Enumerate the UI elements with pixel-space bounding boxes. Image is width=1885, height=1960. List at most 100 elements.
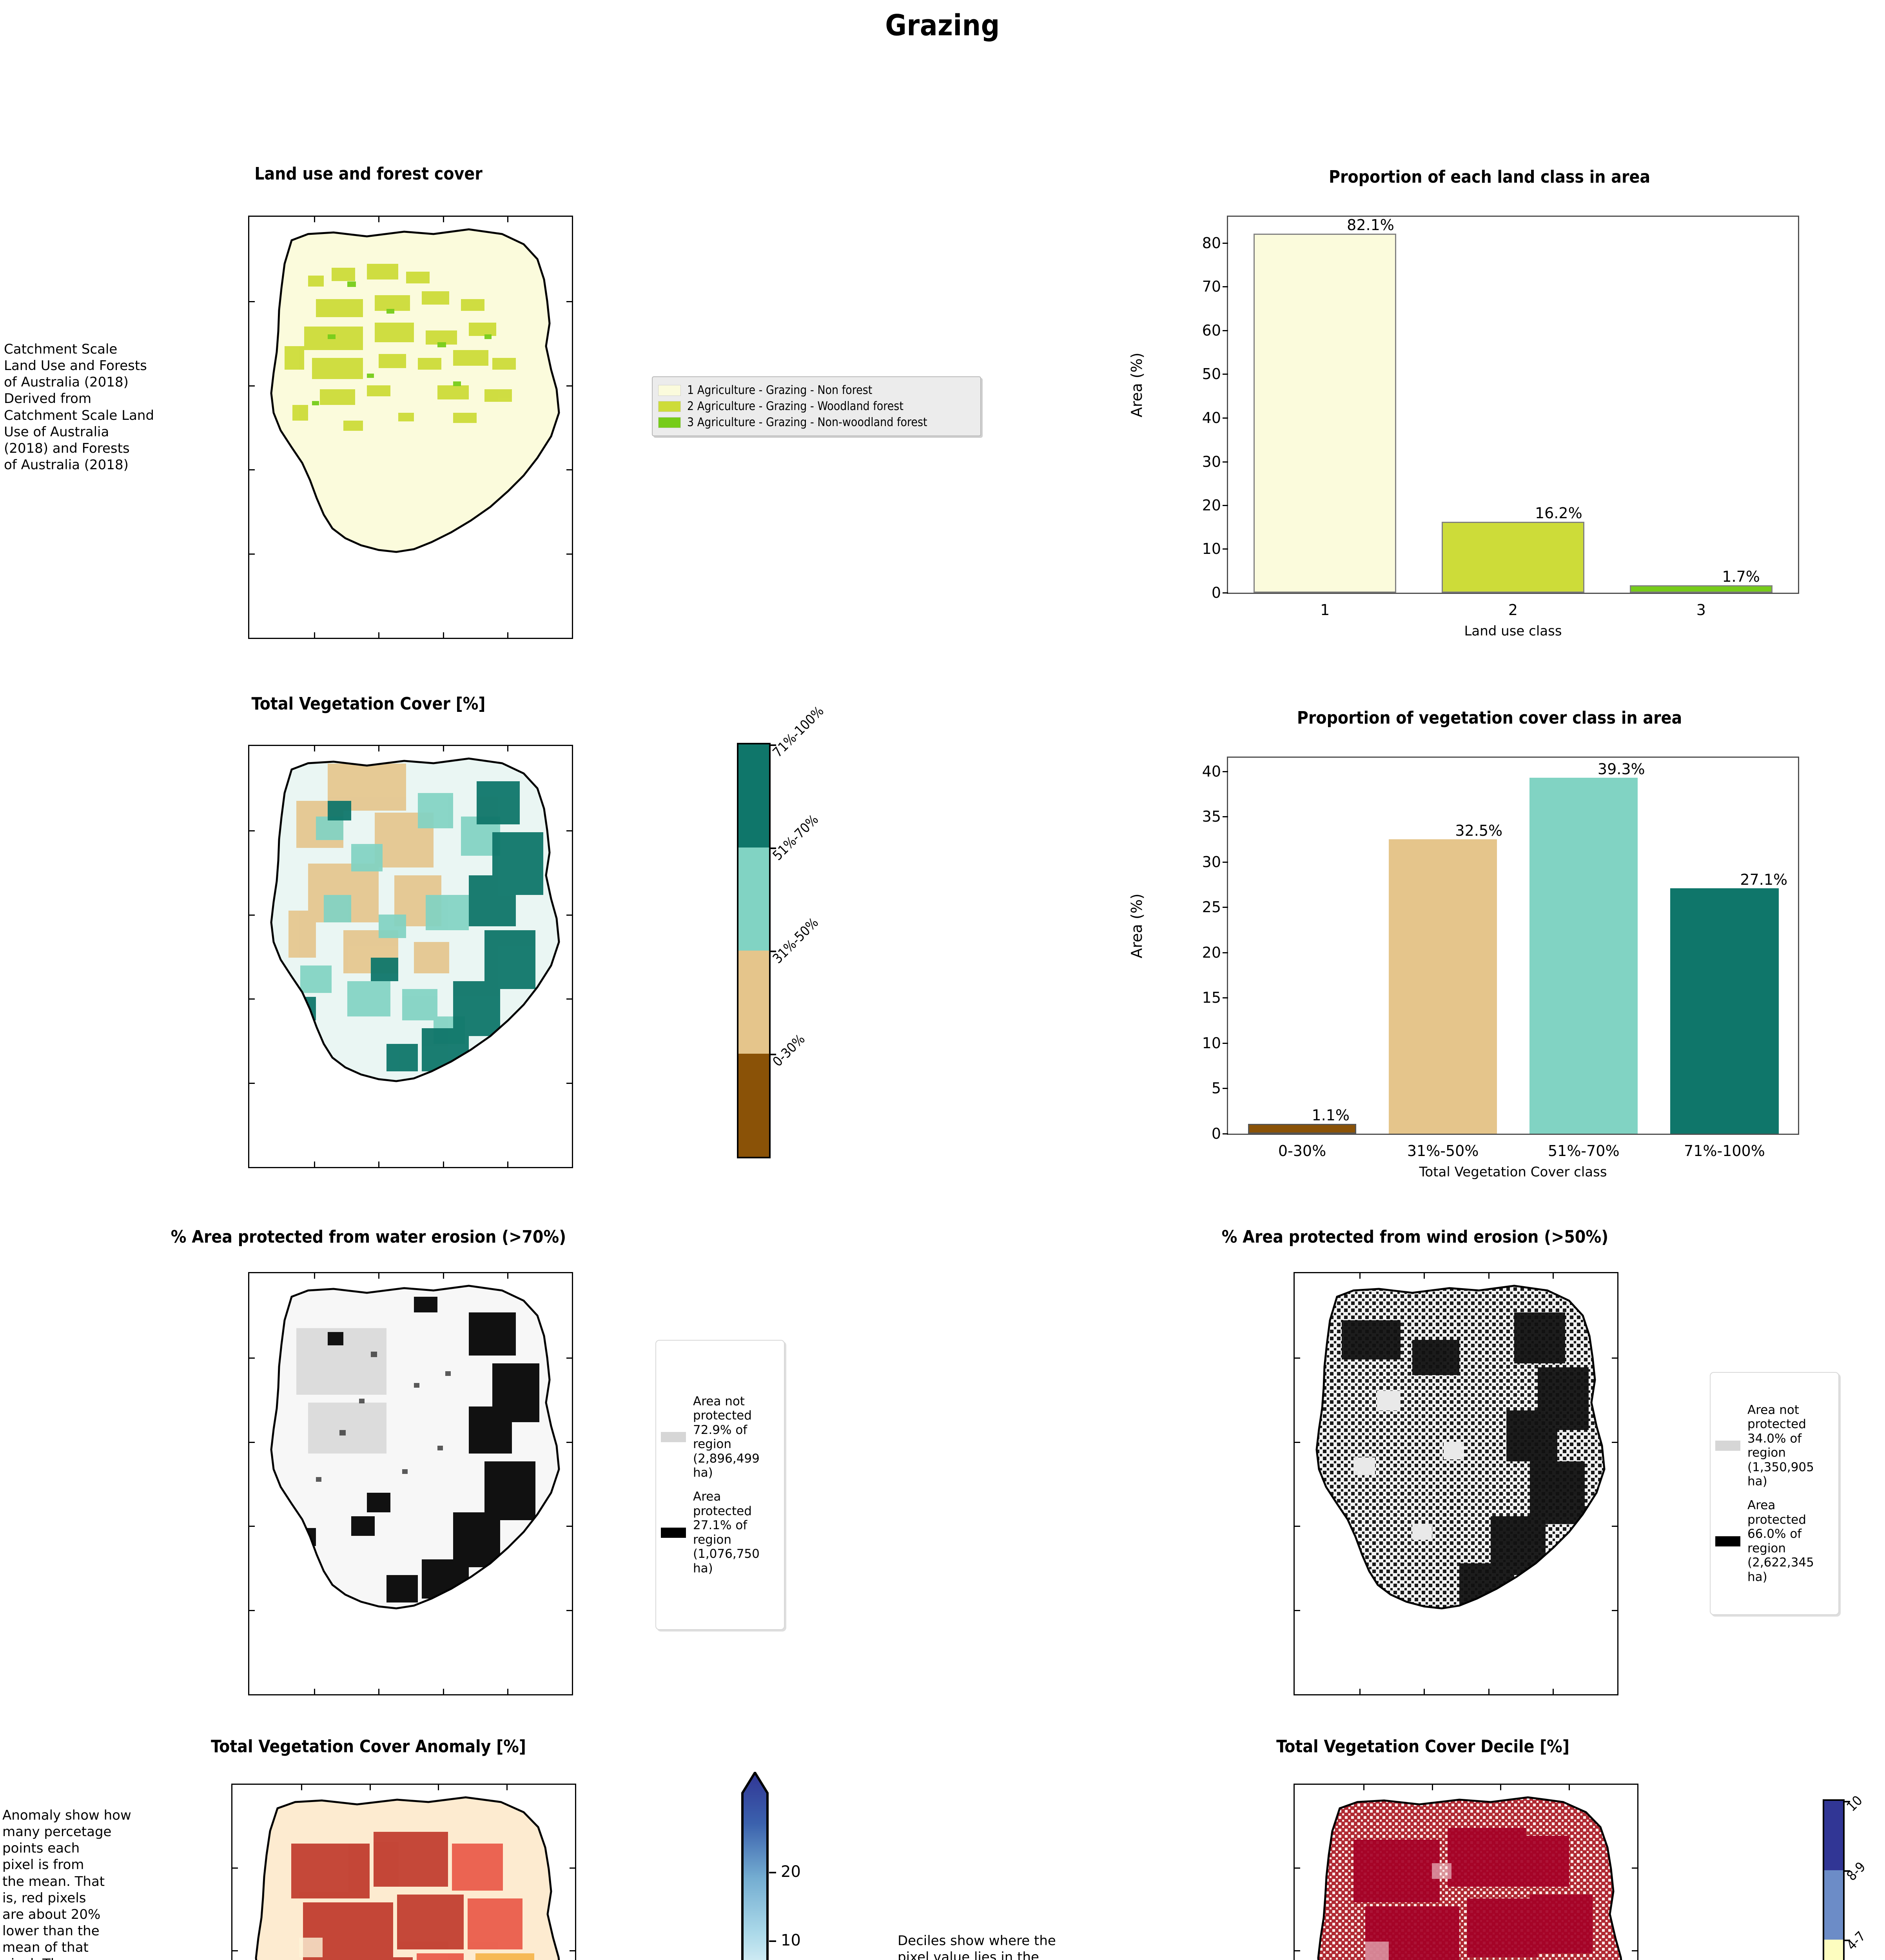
legend-label: 1 Agriculture - Grazing - Non forest bbox=[687, 383, 873, 397]
x-axis-label: Land use class bbox=[1464, 623, 1562, 639]
land-use-forest-cover-map[interactable] bbox=[248, 216, 573, 639]
water-erosion-map[interactable] bbox=[248, 1272, 573, 1695]
vegetation-cover-decile-map[interactable] bbox=[1294, 1784, 1638, 1960]
legend-item: Area protected 27.1% of region (1,076,75… bbox=[661, 1490, 779, 1575]
colorbar-tick-label: 10 bbox=[781, 1931, 801, 1949]
x-tick: 31%-50% bbox=[1407, 1142, 1479, 1160]
colorbar-tick-label: 4-7 bbox=[1843, 1928, 1869, 1954]
bar-land-class-3[interactable] bbox=[1630, 585, 1773, 593]
land-use-source-note: Catchment Scale Land Use and Forests of … bbox=[4, 341, 154, 473]
y-tick: 20 bbox=[1202, 944, 1221, 961]
legend-item: 2 Agriculture - Grazing - Woodland fores… bbox=[658, 399, 975, 413]
colorbar-segment-51-70 bbox=[738, 848, 769, 951]
legend-label: Area not protected 34.0% of region (1,35… bbox=[1747, 1403, 1814, 1489]
bar-veg-class-71-100[interactable] bbox=[1670, 888, 1779, 1134]
x-tick: 0-30% bbox=[1278, 1142, 1326, 1160]
legend-item: Area protected 66.0% of region (2,622,34… bbox=[1715, 1498, 1834, 1584]
wind-erosion-legend[interactable]: Area not protected 34.0% of region (1,35… bbox=[1710, 1372, 1839, 1615]
legend-swatch-area-not-protected bbox=[661, 1432, 686, 1443]
anomaly-map-title: Total Vegetation Cover Anomaly [%] bbox=[210, 1737, 526, 1757]
plot-area: 0 5 10 15 20 25 30 35 40 1.1% 32.5% 39.3… bbox=[1202, 757, 1799, 1160]
y-tick: 50 bbox=[1202, 365, 1221, 383]
legend-label: Area not protected 72.9% of region (2,89… bbox=[693, 1394, 760, 1480]
total-vegetation-cover-map[interactable] bbox=[248, 745, 573, 1168]
legend-swatch-area-protected bbox=[1715, 1536, 1740, 1546]
y-axis-label: Area (%) bbox=[1128, 893, 1145, 958]
anomaly-colorbar-gradient bbox=[741, 1772, 769, 1960]
map-axis-ticks bbox=[1295, 1273, 1617, 1694]
map-axis-ticks bbox=[249, 1273, 572, 1694]
plot-area: 0 10 20 30 40 50 60 70 80 82.1% 16.2% 1.… bbox=[1202, 216, 1799, 619]
bar-veg-class-51-70[interactable] bbox=[1529, 777, 1638, 1134]
y-tick: 10 bbox=[1202, 540, 1221, 558]
x-tick: 2 bbox=[1508, 601, 1518, 619]
y-tick: 30 bbox=[1202, 453, 1221, 470]
bar-land-class-2[interactable] bbox=[1442, 522, 1584, 593]
y-tick: 15 bbox=[1202, 989, 1221, 1007]
legend-swatch-area-protected bbox=[661, 1527, 686, 1538]
decile-explanation-note: Deciles show where the pixel value lies … bbox=[898, 1933, 1056, 1960]
decile-colorbar[interactable]: 10 8-9 4-7 2-3 1 bbox=[1823, 1793, 1869, 1960]
water-erosion-map-graphic bbox=[270, 1285, 560, 1610]
y-tick: 60 bbox=[1202, 321, 1221, 339]
x-tick: 71%-100% bbox=[1684, 1142, 1765, 1160]
x-tick: 3 bbox=[1696, 601, 1706, 619]
legend-swatch-woodland-forest bbox=[658, 401, 681, 412]
bar-veg-class-0-30[interactable] bbox=[1248, 1123, 1357, 1134]
colorbar-tick-label: 10 bbox=[1843, 1793, 1866, 1815]
veg-cover-colorbar[interactable]: 71%-100% 51%-70% 31%-50% 0-30% bbox=[737, 703, 827, 1158]
colorbar-tick-label: 71%-100% bbox=[769, 703, 827, 761]
bar-value-label: 16.2% bbox=[1535, 505, 1582, 522]
colorbar-segment-10 bbox=[1824, 1801, 1843, 1871]
anomaly-colorbar[interactable]: 20 10 0 −10 −20 bbox=[741, 1772, 801, 1960]
y-tick: 25 bbox=[1202, 898, 1221, 916]
land-use-legend[interactable]: 1 Agriculture - Grazing - Non forest 2 A… bbox=[652, 376, 981, 436]
colorbar-segment-31-50 bbox=[738, 951, 769, 1054]
vegetation-cover-anomaly-map[interactable] bbox=[231, 1784, 576, 1960]
colorbar-tick-label: 51%-70% bbox=[769, 811, 822, 864]
colorbar-segment-0-30 bbox=[738, 1054, 769, 1157]
map-axis-ticks bbox=[1295, 1785, 1637, 1960]
legend-label: 2 Agriculture - Grazing - Woodland fores… bbox=[687, 399, 903, 413]
bar-land-class-1[interactable] bbox=[1254, 234, 1396, 593]
y-tick: 10 bbox=[1202, 1034, 1221, 1052]
decile-map-graphic bbox=[1317, 1796, 1623, 1960]
y-tick: 70 bbox=[1202, 278, 1221, 296]
colorbar-segment-4-7 bbox=[1824, 1940, 1843, 1960]
bar-value-label: 39.3% bbox=[1597, 760, 1645, 778]
legend-item: Area not protected 34.0% of region (1,35… bbox=[1715, 1403, 1834, 1489]
land-use-map-graphic bbox=[270, 228, 560, 553]
wind-erosion-map-graphic bbox=[1315, 1285, 1606, 1610]
water-erosion-map-title: % Area protected from water erosion (>70… bbox=[171, 1227, 566, 1247]
y-tick: 5 bbox=[1211, 1080, 1221, 1097]
colorbar-tick-label: 20 bbox=[781, 1862, 801, 1881]
map-axis-ticks bbox=[232, 1785, 575, 1960]
anomaly-explanation-note: Anomaly show how many percetage points e… bbox=[2, 1808, 131, 1960]
vegetation-cover-class-bar-chart[interactable]: Proportion of vegetation cover class in … bbox=[1117, 698, 1862, 1192]
y-tick: 80 bbox=[1202, 234, 1221, 252]
legend-item: Area not protected 72.9% of region (2,89… bbox=[661, 1394, 779, 1480]
map-axis-ticks bbox=[249, 217, 572, 638]
y-tick: 0 bbox=[1211, 584, 1221, 601]
bar-veg-class-31-50[interactable] bbox=[1389, 839, 1497, 1134]
x-tick: 51%-70% bbox=[1548, 1142, 1620, 1160]
y-axis-label: Area (%) bbox=[1128, 352, 1145, 417]
water-erosion-legend[interactable]: Area not protected 72.9% of region (2,89… bbox=[655, 1340, 785, 1630]
colorbar-tick-label: 8-9 bbox=[1843, 1859, 1869, 1884]
page-title: Grazing bbox=[885, 9, 1000, 42]
colorbar-tick-label: 0-30% bbox=[769, 1031, 808, 1070]
land-class-bar-chart[interactable]: Proportion of each land class in area Ar… bbox=[1117, 157, 1862, 651]
bar-value-label: 27.1% bbox=[1740, 871, 1788, 888]
anomaly-map-graphic bbox=[255, 1796, 561, 1960]
chart-title: Proportion of vegetation cover class in … bbox=[1297, 708, 1682, 728]
decile-map-title: Total Vegetation Cover Decile [%] bbox=[1276, 1737, 1569, 1757]
colorbar-segment-8-9 bbox=[1824, 1870, 1843, 1940]
y-tick: 40 bbox=[1202, 762, 1221, 780]
wind-erosion-map[interactable] bbox=[1294, 1272, 1618, 1695]
legend-item: 1 Agriculture - Grazing - Non forest bbox=[658, 383, 975, 397]
bar-value-label: 82.1% bbox=[1347, 216, 1394, 234]
colorbar-tick-label: 31%-50% bbox=[769, 915, 822, 967]
veg-cover-map-graphic bbox=[270, 757, 560, 1082]
land-use-map-title: Land use and forest cover bbox=[254, 164, 483, 184]
legend-label: Area protected 27.1% of region (1,076,75… bbox=[693, 1490, 760, 1575]
